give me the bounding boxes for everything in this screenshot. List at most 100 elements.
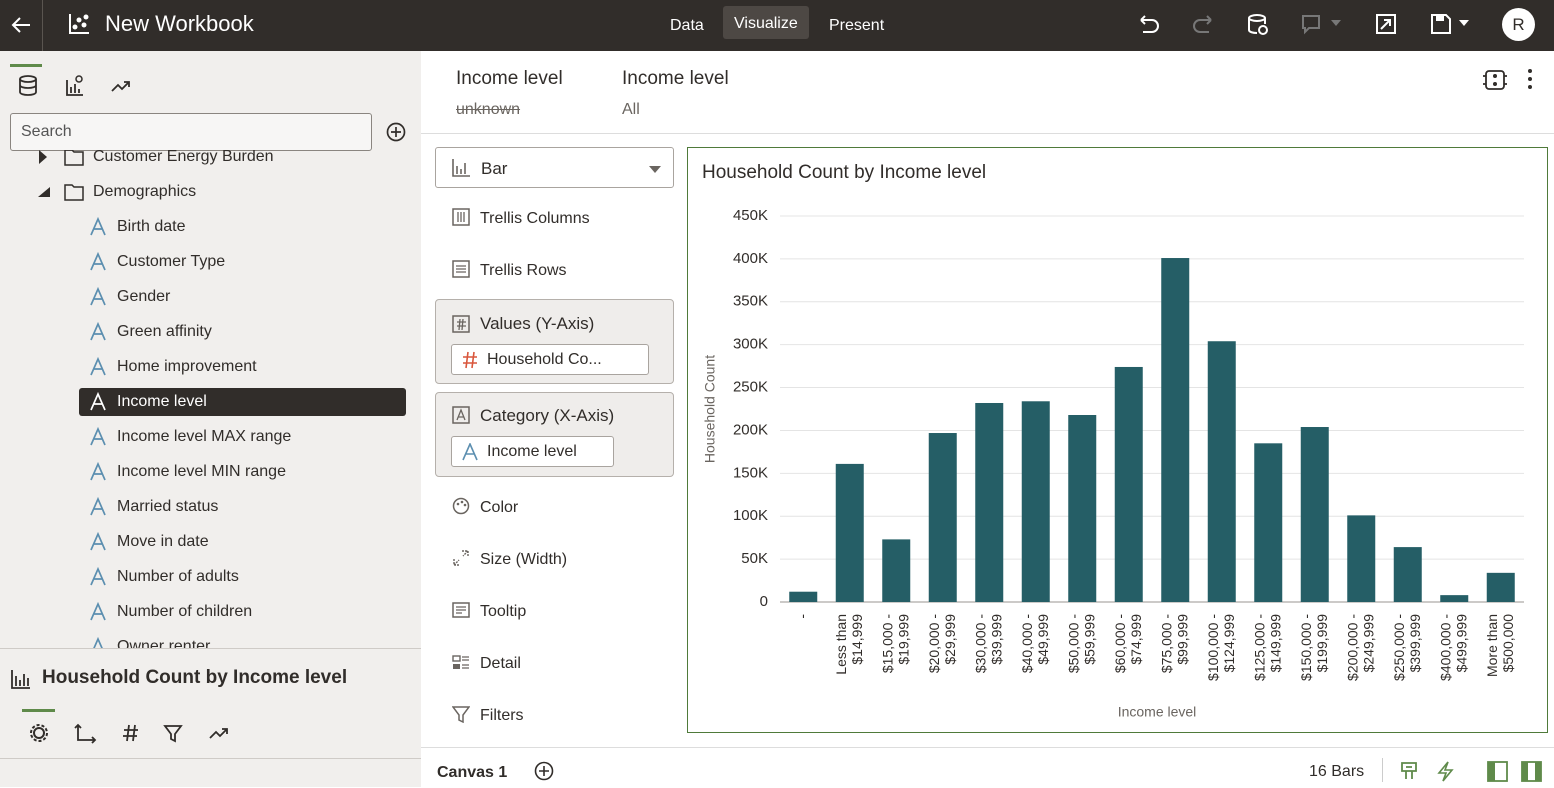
y-tick-label: 50K (741, 550, 768, 567)
attribute-item[interactable]: Married status (117, 498, 219, 515)
icon (90, 532, 106, 551)
x-tick-label: $250,000 -$399,999 (1390, 614, 1422, 681)
trellis-rows[interactable]: Trellis Rows (452, 260, 567, 280)
icon (64, 150, 84, 166)
x-tick-label: $400,000 -$499,999 (1437, 614, 1469, 681)
add-canvas[interactable] (534, 761, 554, 781)
category-item-label: Income level (487, 443, 577, 460)
icon (90, 287, 106, 306)
attribute-item[interactable]: Customer Type (117, 253, 226, 270)
attribute-item[interactable]: Home improvement (117, 358, 257, 375)
grammar-item-label: Filters (480, 707, 524, 724)
category-item[interactable]: Income level (451, 436, 614, 467)
x-tick-label: $200,000 -$249,999 (1344, 614, 1376, 681)
toolbar-icons[interactable] (1135, 12, 1475, 38)
grammar-item-label: Detail (480, 655, 521, 672)
values-dropzone[interactable]: Values (Y-Axis) Household Co... (435, 299, 674, 384)
grammar-item[interactable]: Size (Width) (452, 549, 567, 569)
tab-visualize[interactable]: Visualize (723, 6, 809, 39)
user-avatar[interactable]: R (1502, 8, 1535, 41)
attribute-item[interactable]: Gender (117, 288, 171, 305)
bar (1114, 366, 1143, 602)
grammar-item[interactable]: Detail (452, 653, 521, 673)
search-box[interactable]: Search (10, 113, 372, 151)
x-tick-label: $15,000 -$19,999 (879, 614, 911, 673)
x-tick-label: $150,000 -$199,999 (1297, 614, 1329, 681)
filter-value[interactable]: unknown (456, 101, 521, 118)
grammar-item-label: Color (480, 499, 519, 516)
bar (1486, 572, 1515, 602)
icon (64, 184, 84, 201)
attribute-item[interactable]: Income level (117, 393, 207, 410)
attribute-item[interactable]: Number of children (117, 603, 253, 620)
selected-row (79, 388, 406, 416)
tab-data[interactable]: Data (670, 17, 704, 34)
attribute-item[interactable]: Move in date (117, 533, 209, 550)
bar (928, 433, 957, 602)
icon (90, 462, 106, 481)
chart-title: Household Count by Income level (702, 162, 986, 183)
workbook-icon (69, 14, 89, 34)
trellis-columns[interactable]: Trellis Columns (452, 208, 590, 228)
panel-tabs[interactable] (16, 74, 136, 98)
chart-type-select[interactable]: Bar (435, 147, 674, 188)
category-dropzone[interactable]: Category (X-Axis) Income level (435, 392, 674, 477)
category-label: Category (X-Axis) (480, 406, 615, 425)
x-tick-label: $40,000 -$49,999 (1018, 614, 1050, 673)
x-tick-label: $30,000 -$39,999 (972, 614, 1004, 673)
grammar-item[interactable]: Tooltip (452, 601, 526, 621)
y-tick-label: 150K (733, 464, 768, 481)
filter-value[interactable]: All (622, 101, 640, 118)
values-item[interactable]: Household Co... (451, 344, 649, 375)
footer-tools[interactable] (1399, 760, 1549, 782)
filter-bar: Income level unknown Income level All (421, 51, 1554, 134)
viz-icon (11, 670, 30, 689)
y-tick-label: 450K (733, 207, 768, 224)
icon (90, 322, 106, 341)
icon (90, 252, 106, 271)
y-tick-label: 0 (760, 593, 768, 610)
x-tick-label: $20,000 -$29,999 (925, 614, 957, 673)
y-tick-label: 350K (733, 293, 768, 310)
icon (90, 357, 106, 376)
attribute-item[interactable]: Income level MIN range (117, 463, 286, 480)
bar (1440, 595, 1469, 602)
values-item-label: Household Co... (487, 351, 602, 368)
property-tabs[interactable] (28, 721, 238, 745)
chart: Household Count by Income level Househol… (687, 147, 1548, 733)
bar (882, 539, 911, 602)
back-button[interactable] (8, 12, 34, 38)
icon (90, 427, 106, 446)
x-tick-label: More than$500,000 (1483, 614, 1515, 677)
filter-label[interactable]: Income level (622, 68, 729, 89)
filter-label[interactable]: Income level (456, 68, 563, 89)
icon (39, 150, 47, 164)
attribute-item[interactable]: Green affinity (117, 323, 212, 340)
canvas-tab[interactable]: Canvas 1 (437, 764, 508, 781)
add-data-button[interactable] (386, 122, 408, 144)
attribute-item[interactable]: Birth date (117, 218, 186, 235)
status: 16 Bars (1309, 763, 1365, 780)
attribute-item[interactable]: Owner renter (117, 638, 211, 648)
bar (1254, 443, 1283, 602)
data-tree: Customer Energy Burden Demographics Birth … (0, 150, 421, 648)
grammar-item[interactable]: Color (452, 497, 518, 517)
folder-item[interactable]: Demographics (93, 183, 197, 200)
x-tick-label: $75,000 -$99,999 (1158, 614, 1190, 673)
x-tick-label: - (794, 614, 810, 619)
filter-tools[interactable] (1483, 67, 1543, 93)
grammar-item[interactable]: Filters (451, 705, 524, 725)
x-tick-label: $60,000 -$74,999 (1111, 614, 1143, 673)
attribute-item[interactable]: Income level MAX range (117, 428, 292, 445)
y-tick-label: 250K (733, 379, 768, 396)
tab-present[interactable]: Present (829, 17, 885, 34)
y-tick-label: 200K (733, 421, 768, 438)
search-placeholder: Search (21, 123, 72, 140)
bar (835, 463, 864, 602)
icon (452, 602, 470, 618)
x-tick-label: $100,000 -$124,999 (1204, 614, 1236, 681)
trellis-rows-label: Trellis Rows (480, 262, 567, 279)
attribute-item[interactable]: Number of adults (117, 568, 239, 585)
folder-item[interactable]: Customer Energy Burden (93, 150, 274, 165)
icon (90, 602, 106, 621)
